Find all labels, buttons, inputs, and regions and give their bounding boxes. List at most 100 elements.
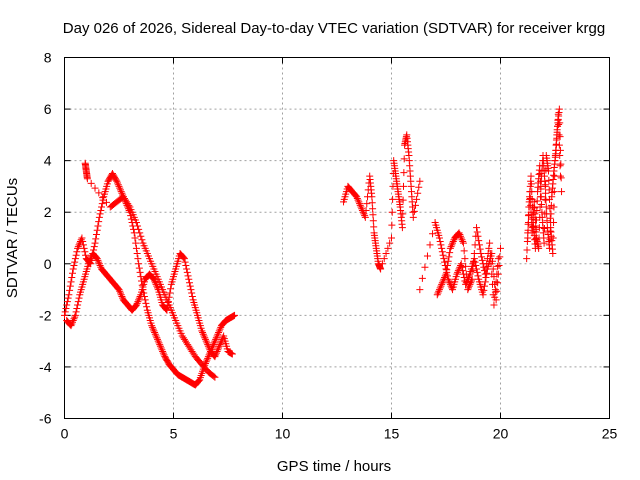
data-point — [535, 224, 543, 232]
data-point — [117, 291, 125, 299]
data-point — [527, 201, 535, 209]
marker-layer — [61, 105, 566, 389]
data-point — [437, 282, 445, 290]
data-point — [429, 230, 437, 238]
data-point — [135, 260, 143, 268]
data-point — [414, 189, 422, 197]
data-point — [117, 188, 125, 196]
data-point — [67, 278, 75, 286]
data-point — [480, 286, 488, 294]
data-point — [179, 253, 187, 261]
data-point — [481, 278, 489, 286]
data-point — [205, 344, 213, 352]
data-point — [96, 210, 104, 218]
data-point — [527, 172, 535, 180]
data-point — [556, 162, 564, 170]
data-point — [195, 377, 203, 385]
x-tick-label: 15 — [384, 426, 400, 442]
data-point — [421, 263, 429, 271]
data-point — [75, 294, 83, 302]
data-point — [185, 275, 193, 283]
data-point — [535, 244, 543, 252]
data-point — [531, 216, 539, 224]
data-point — [546, 227, 554, 235]
data-point — [454, 268, 462, 276]
data-point — [527, 215, 535, 223]
data-point — [91, 184, 99, 192]
data-point — [132, 301, 140, 309]
data-point — [141, 296, 149, 304]
data-point — [409, 213, 417, 221]
data-point — [447, 243, 455, 251]
data-point — [523, 255, 531, 263]
data-point — [470, 249, 478, 257]
data-point — [154, 284, 162, 292]
data-point — [132, 244, 140, 252]
data-point — [481, 282, 489, 290]
data-point — [213, 347, 221, 355]
data-point — [443, 266, 451, 274]
data-point — [199, 329, 207, 337]
data-point — [92, 231, 100, 239]
data-point — [439, 277, 447, 285]
data-point — [464, 286, 472, 294]
data-point — [490, 301, 498, 309]
y-tick-label: 2 — [44, 204, 52, 220]
data-point — [135, 264, 143, 272]
data-point — [150, 327, 158, 335]
data-point — [445, 253, 453, 261]
data-point — [215, 344, 223, 352]
data-point — [441, 274, 449, 282]
data-point — [370, 223, 378, 231]
data-point — [478, 253, 486, 261]
data-point — [116, 289, 124, 297]
data-point — [83, 175, 91, 183]
data-point — [67, 322, 75, 330]
data-point — [542, 189, 550, 197]
data-point — [442, 270, 450, 278]
data-point — [116, 184, 124, 192]
data-point — [136, 229, 144, 237]
data-point — [459, 267, 467, 275]
data-point — [389, 195, 397, 203]
data-point — [489, 280, 497, 288]
series-segment-13-17h — [340, 131, 424, 273]
data-point — [136, 292, 144, 300]
data-point — [440, 255, 448, 263]
data-point — [99, 194, 107, 202]
data-point — [361, 213, 369, 221]
data-point — [180, 254, 188, 262]
data-point — [204, 342, 212, 350]
data-point — [369, 211, 377, 219]
data-point — [399, 196, 407, 204]
data-point — [399, 210, 407, 218]
x-axis-label: GPS time / hours — [277, 458, 391, 475]
data-point — [557, 174, 565, 182]
data-point — [384, 244, 392, 252]
data-point — [554, 122, 562, 130]
data-point — [201, 334, 209, 342]
data-point — [114, 181, 122, 189]
data-point — [438, 280, 446, 288]
data-point — [135, 296, 143, 304]
data-point — [465, 282, 473, 290]
data-point — [380, 255, 388, 263]
data-point — [134, 298, 142, 306]
data-point — [149, 325, 157, 333]
data-point — [135, 294, 143, 302]
data-point — [69, 317, 77, 325]
data-point — [449, 239, 457, 247]
data-point — [71, 255, 79, 263]
data-point — [162, 305, 170, 313]
data-point — [481, 267, 489, 275]
data-point — [71, 313, 79, 321]
data-point — [356, 200, 364, 208]
data-point — [148, 323, 156, 331]
tick-layer — [64, 57, 610, 419]
data-point — [112, 176, 120, 184]
data-point — [199, 330, 207, 338]
data-point — [156, 341, 164, 349]
data-point — [461, 255, 469, 263]
data-point — [74, 244, 82, 252]
